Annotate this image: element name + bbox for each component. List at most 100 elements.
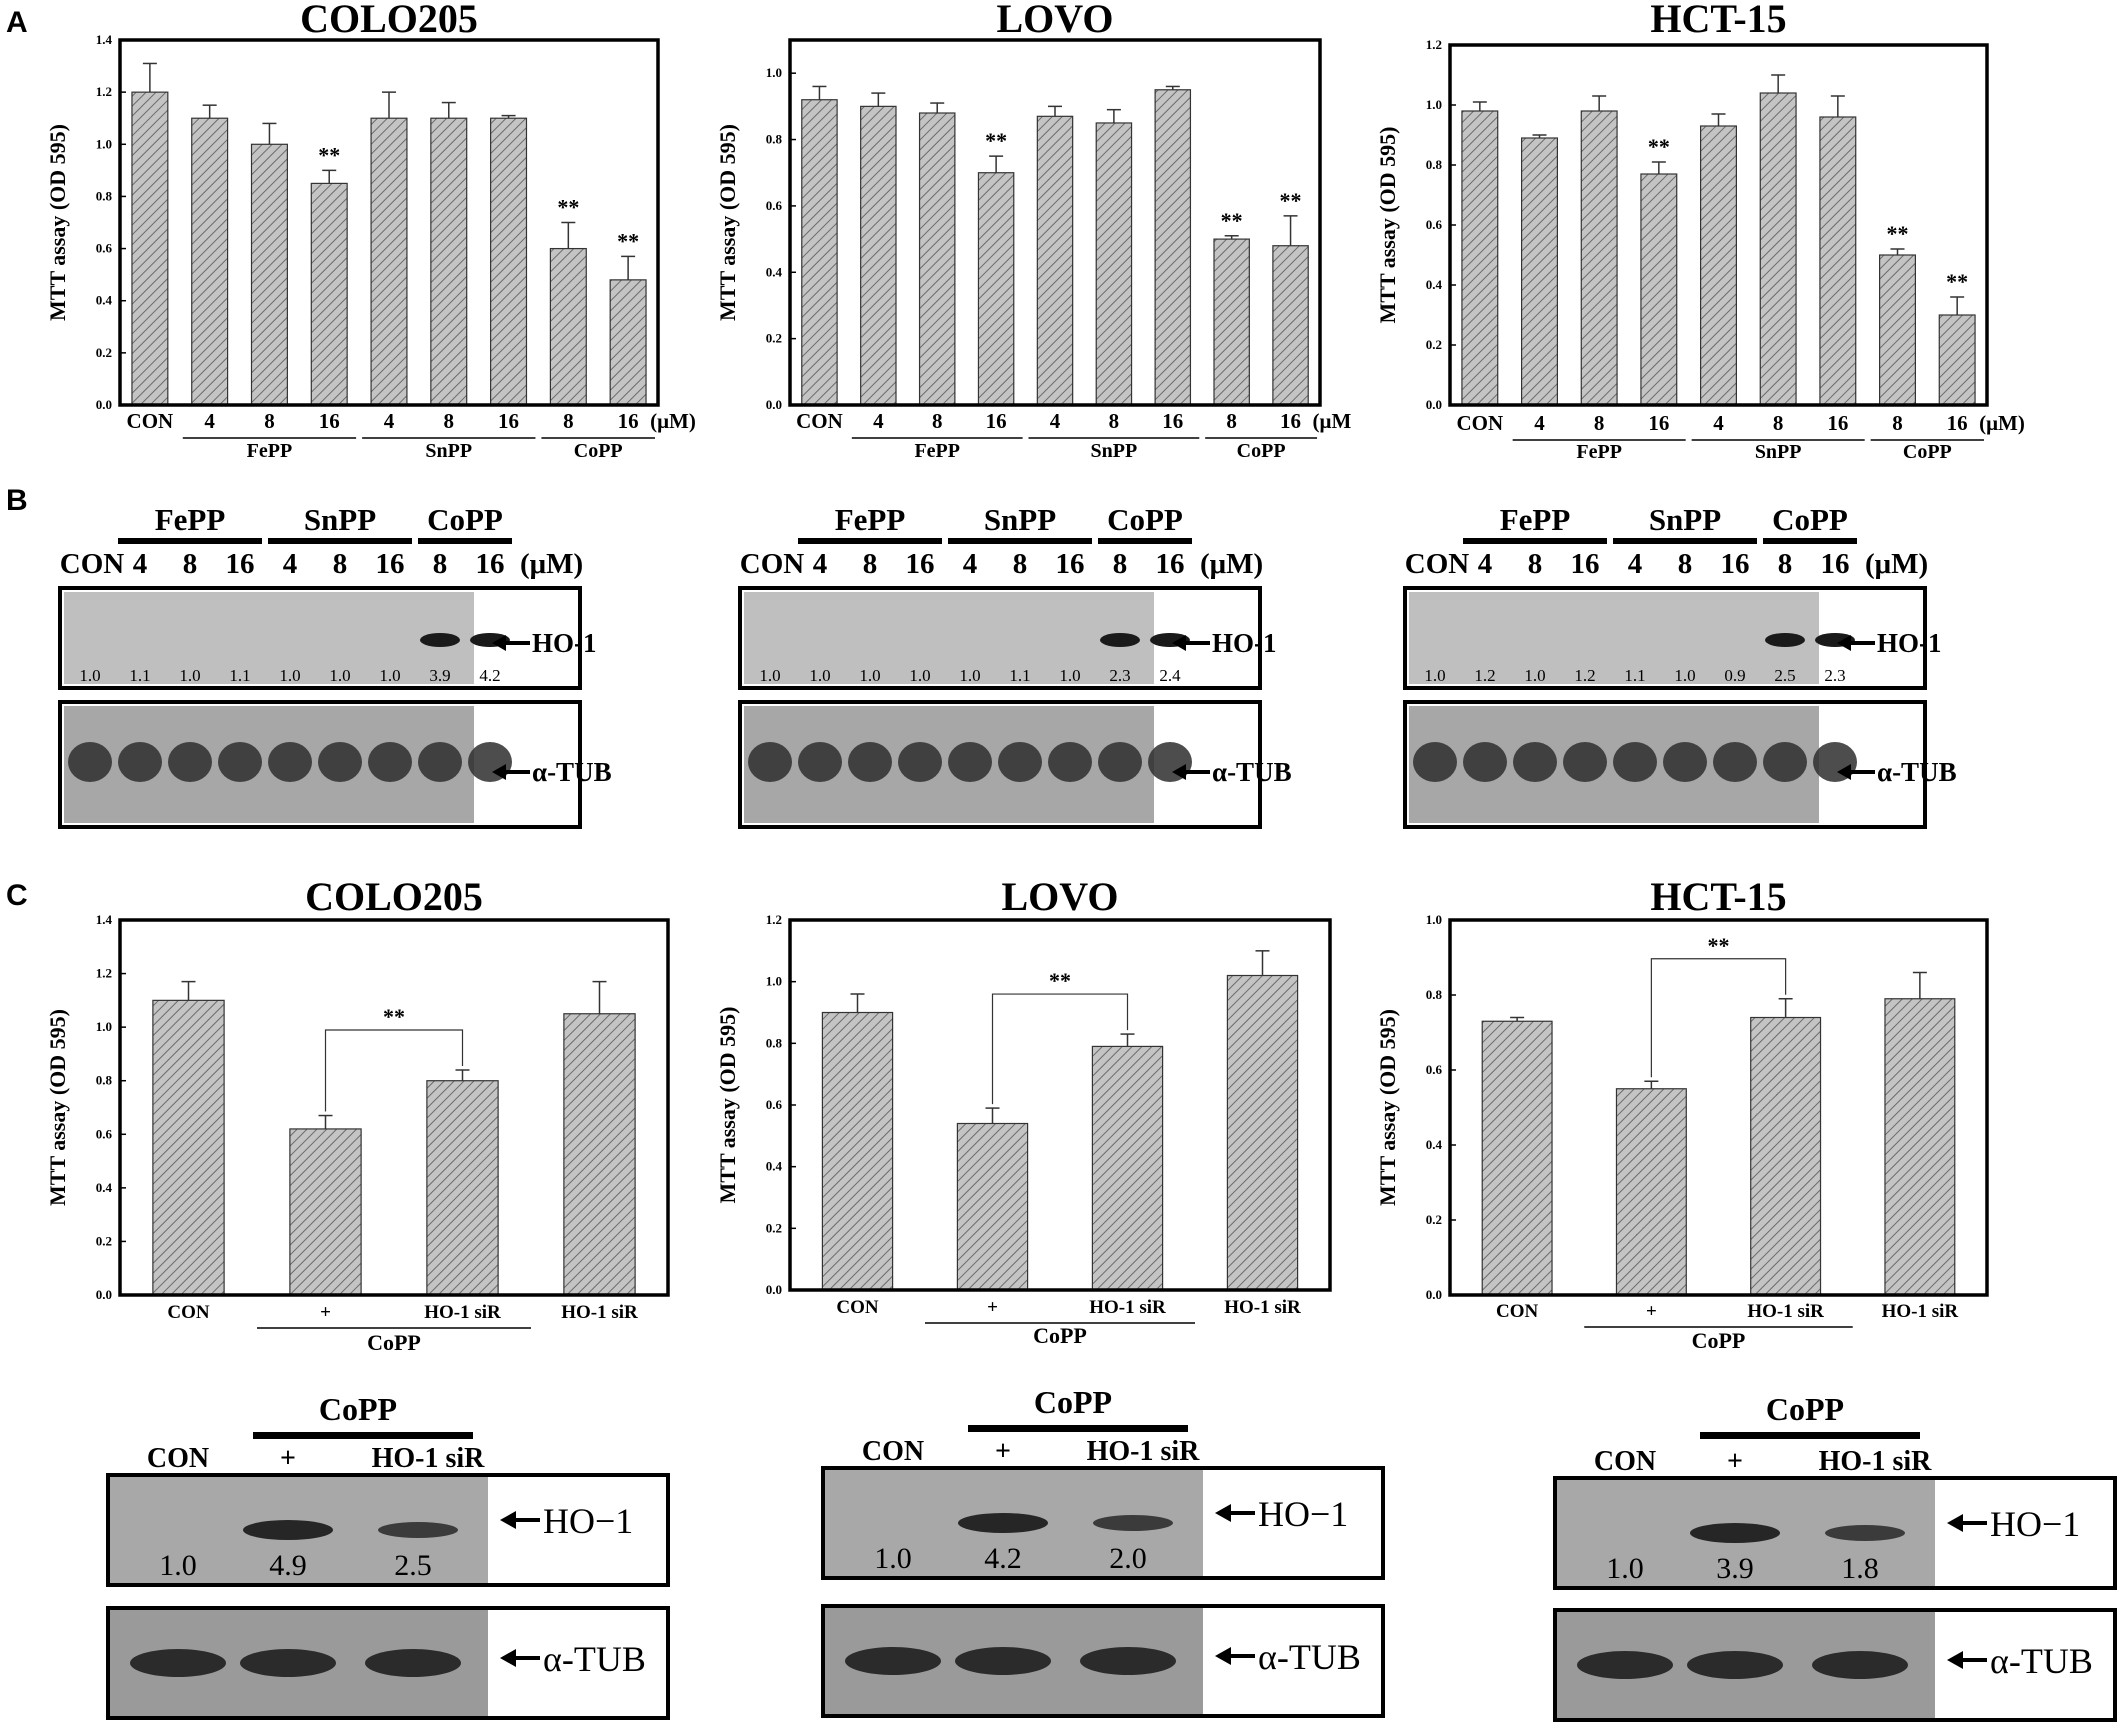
bar — [1520, 137, 1558, 406]
tub-band — [365, 1649, 461, 1677]
ho1-quant: 1.0 — [179, 666, 200, 685]
bar — [1938, 314, 1976, 406]
significance-bracket — [1650, 958, 1787, 1078]
category-label: 16 — [1280, 409, 1301, 433]
tub-band — [1663, 742, 1707, 782]
ho1-quant: 2.0 — [1109, 1542, 1147, 1575]
chart-1: LOVO MTT assay (OD 595) 0.0 0.2 0.4 0.6 0.8 1.0… — [715, 0, 1351, 462]
blot-group-label: CoPP — [1034, 1384, 1112, 1420]
blot-group-bar — [418, 538, 512, 544]
ho1-arrowhead-icon — [1215, 1504, 1231, 1522]
y-tick-label: 0.0 — [766, 397, 782, 412]
ho1-quant: 1.0 — [379, 666, 400, 685]
ho1-frame — [106, 1473, 670, 1587]
ho1-quant: 4.9 — [269, 1549, 307, 1582]
category-label: 4 — [384, 409, 395, 433]
lane-label: 4 — [1628, 548, 1643, 580]
group-label: FePP — [247, 440, 293, 462]
ho1-label: HO-1 — [532, 628, 597, 658]
ho1-quant: 1.1 — [1624, 666, 1645, 685]
bar — [1819, 116, 1857, 406]
blot-group-bar — [253, 1432, 473, 1439]
y-tick-label: 1.4 — [96, 32, 113, 47]
lane-label: 8 — [1678, 548, 1693, 580]
tub-band — [1048, 742, 1092, 782]
tub-band — [798, 742, 842, 782]
lane-label: HO-1 siR — [1087, 1436, 1201, 1467]
lane-label: (μM) — [520, 548, 583, 580]
y-tick-label: 0.2 — [96, 1233, 112, 1248]
y-tick-label: 0.4 — [96, 293, 113, 308]
tub-label: α-TUB — [1258, 1637, 1361, 1677]
ho1-band — [958, 1513, 1048, 1533]
lane-label: + — [280, 1443, 296, 1474]
y-tick-label: 0.2 — [1426, 1212, 1442, 1227]
bar — [131, 91, 169, 406]
ho1-arrowhead-icon — [1837, 635, 1851, 651]
y-tick-label: 0.0 — [96, 397, 112, 412]
ho1-quant: 1.0 — [909, 666, 930, 685]
lane-label: 8 — [333, 548, 348, 580]
ho1-membrane — [64, 592, 474, 684]
tub-band — [845, 1647, 941, 1675]
tub-label: α-TUB — [1877, 757, 1957, 787]
significance-mark: ** — [318, 142, 340, 167]
ho1-label: HO−1 — [1990, 1504, 2080, 1544]
blot-group-bar — [968, 1425, 1188, 1432]
group-label: FePP — [1576, 441, 1622, 463]
lane-label: 8 — [433, 548, 448, 580]
ho1-membrane — [744, 592, 1154, 684]
tub-band — [1098, 742, 1142, 782]
y-tick-label: 1.4 — [96, 912, 113, 927]
y-axis-label: MTT assay (OD 595) — [45, 1009, 70, 1206]
bar — [1154, 89, 1192, 406]
plot-frame — [1448, 918, 1989, 1297]
y-tick-label: 1.0 — [766, 65, 782, 80]
blot-group-label: FePP — [835, 502, 906, 537]
category-label: 8 — [1892, 411, 1903, 435]
significance-mark: ** — [985, 128, 1007, 153]
ho1-quant: 1.0 — [1524, 666, 1545, 685]
ho1-quant: 4.2 — [479, 666, 500, 685]
blot-group-bar — [1463, 538, 1607, 544]
bar — [801, 99, 838, 406]
y-tick-label: 0.8 — [766, 132, 783, 147]
category-label: HO-1 siR — [1089, 1297, 1166, 1318]
blot-group-label: CoPP — [1772, 502, 1848, 537]
y-tick-label: 1.0 — [96, 1019, 112, 1034]
tub-band — [1613, 742, 1657, 782]
ho1-quant: 1.0 — [329, 666, 350, 685]
tub-band — [218, 742, 262, 782]
ho1-quant: 2.3 — [1824, 666, 1845, 685]
lane-label: 4 — [963, 548, 978, 580]
lane-label: 16 — [226, 548, 255, 580]
category-label: 16 — [1947, 411, 1968, 435]
bar — [956, 1122, 1029, 1291]
ho1-quant: 1.1 — [229, 666, 250, 685]
chart-3: COLO205 MTT assay (OD 595) 0.0 0.2 0.4 0.6 0.8… — [45, 874, 670, 1355]
category-label: 8 — [563, 409, 574, 433]
tub-band — [1812, 1651, 1908, 1679]
y-tick-label: 0.4 — [1426, 277, 1443, 292]
ho1-label: HO-1 — [1877, 628, 1942, 658]
significance-mark: ** — [1280, 188, 1302, 213]
chart-2: HCT-15 MTT assay (OD 595) 0.0 0.2 0.4 0.6 0.8 1… — [1375, 0, 2025, 463]
lane-label: CON — [1405, 548, 1470, 580]
group-label: SnPP — [1091, 440, 1138, 462]
lane-label: + — [995, 1436, 1011, 1467]
ho1-label: HO−1 — [1258, 1494, 1348, 1534]
unit-label: (μM — [1313, 409, 1352, 433]
blot-c-0: CON + HO-1 siR CoPP 1.0 4.9 2.5 HO−1 α-TUB — [106, 1391, 670, 1720]
y-axis-label: MTT assay (OD 595) — [715, 124, 740, 321]
blot-group-bar — [1700, 1432, 1920, 1439]
category-label: 16 — [1648, 411, 1669, 435]
tub-label: α-TUB — [1212, 757, 1292, 787]
tub-arrowhead-icon — [1837, 764, 1851, 780]
chart-title: LOVO — [997, 0, 1114, 41]
plot-frame — [118, 38, 660, 407]
chart-title: COLO205 — [300, 0, 478, 41]
blot-group-label: CoPP — [1766, 1391, 1844, 1427]
category-label: 16 — [1827, 411, 1848, 435]
bar — [1759, 92, 1797, 406]
blot-group-label: FePP — [155, 502, 226, 537]
